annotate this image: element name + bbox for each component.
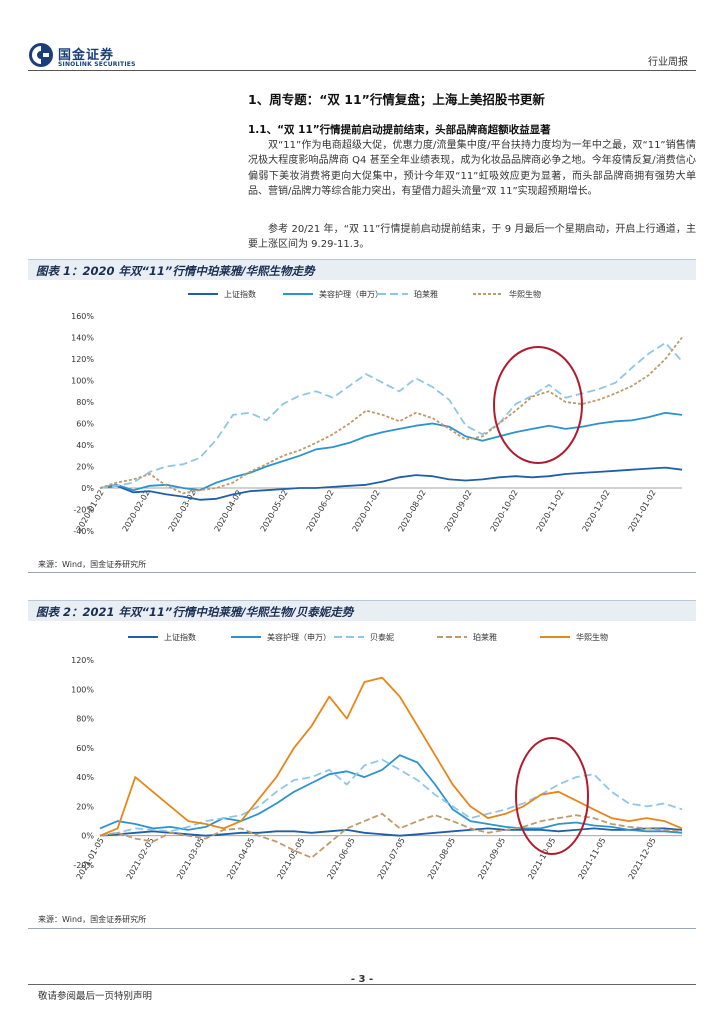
section-heading: 1、周专题：“双 11”行情复盘；上海上美招股书更新 (248, 92, 545, 107)
x-tick-label: 2020-09-02 (443, 489, 474, 534)
series-line-5 (99, 676, 683, 837)
series-line-2 (99, 754, 683, 834)
x-tick-label: 2021-02-05 (125, 836, 156, 881)
x-tick-label: 2021-12-05 (627, 836, 658, 881)
figure-2-divider (28, 928, 696, 929)
logo-icon (29, 43, 53, 67)
y-tick-label: -20% (73, 506, 94, 515)
figure-2-title-bar: 图表 2：2021 年双“11”行情中珀莱雅/华熙生物/贝泰妮走势 (28, 600, 696, 621)
highlight-circle (493, 346, 583, 464)
footer-note: 敬请参阅最后一页特别声明 (38, 991, 153, 1002)
figure-1-source: 来源：Wind，国金证券研究所 (38, 560, 147, 569)
series-line-4 (99, 336, 683, 495)
y-tick-label: -20% (73, 861, 94, 870)
figure-2-source: 来源：Wind，国金证券研究所 (38, 915, 147, 924)
subsection-heading: 1.1、“双 11”行情提前启动提前结束，头部品牌商超额收益显著 (248, 124, 551, 136)
report-type-label: 行业周报 (648, 57, 688, 68)
legend-label-3: 珀莱雅 (414, 289, 438, 299)
x-tick-label: 2020-02-02 (121, 489, 152, 534)
paragraph-1: 双“11”作为电商超级大促，优惠力度/流量集中度/平台扶持力度均为一年中之最，双… (248, 140, 696, 197)
x-tick-label: 2021-05-05 (275, 836, 306, 881)
x-tick-label: 2021-03-05 (175, 836, 206, 881)
figure-1-divider (28, 572, 696, 573)
x-tick-label: 2020-10-02 (489, 489, 520, 534)
series-line-3 (99, 758, 683, 837)
legend-label-2: 美容护理（申万） (319, 289, 383, 299)
y-tick-label: 0% (81, 484, 94, 493)
legend-label-2: 美容护理（申万） (267, 632, 331, 642)
figure-1-title-bar: 图表 1：2020 年双“11”行情中珀莱雅/华熙生物走势 (28, 259, 696, 280)
legend-label-1: 上证指数 (164, 632, 196, 642)
x-tick-label: 2021-04-05 (225, 836, 256, 881)
legend-label-4: 珀莱雅 (473, 632, 497, 642)
series-line-3 (99, 342, 683, 489)
highlight-circle (515, 737, 589, 855)
y-tick-label: 60% (76, 420, 94, 429)
x-tick-label: 2020-12-02 (581, 489, 612, 534)
x-tick-label: 2021-01-02 (627, 489, 658, 534)
y-tick-label: 140% (71, 334, 94, 343)
y-tick-label: 160% (71, 312, 94, 321)
y-tick-label: 80% (76, 398, 94, 407)
x-tick-label: 2021-08-05 (426, 836, 457, 881)
legend-label-3: 贝泰妮 (370, 632, 394, 642)
legend-label-1: 上证指数 (224, 289, 256, 299)
legend-label-5: 华熙生物 (576, 632, 608, 642)
logo-text-cn: 国金证券 (58, 48, 115, 63)
x-tick-label: 2020-06-02 (305, 489, 336, 534)
y-tick-label: 40% (76, 441, 94, 450)
x-tick-label: 2021-01-05 (75, 836, 106, 881)
y-tick-label: 120% (71, 355, 94, 364)
y-tick-label: 20% (76, 802, 94, 811)
x-tick-label: 2020-08-02 (397, 489, 428, 534)
x-tick-label: 2021-11-05 (577, 836, 608, 881)
paragraph-2: 参考 20/21 年，“双 11”行情提前启动提前结束，于 9 月最后一个星期启… (248, 224, 696, 251)
page-number: - 3 - (350, 974, 374, 985)
y-tick-label: 40% (76, 773, 94, 782)
x-tick-label: 2021-07-05 (376, 836, 407, 881)
figure-1-title: 图表 1：2020 年双“11”行情中珀莱雅/华熙生物走势 (36, 264, 315, 278)
series-line-2 (99, 411, 683, 492)
x-tick-label: 2021-09-05 (476, 836, 507, 881)
y-tick-label: -40% (73, 527, 94, 536)
x-tick-label: 2020-05-02 (259, 489, 290, 534)
logo-text-en: SINOLINK SECURITIES (58, 61, 136, 68)
figure-1-chart: 上证指数 美容护理（申万） 珀莱雅 华熙生物 160% 140% 120% 100% 80% 60… (71, 289, 683, 536)
series-line-1 (99, 466, 683, 501)
y-tick-label: 60% (76, 744, 94, 753)
y-tick-label: 120% (71, 656, 94, 665)
y-tick-label: 80% (76, 715, 94, 724)
legend-label-4: 华熙生物 (509, 289, 541, 299)
series-line-1 (99, 827, 683, 837)
figure-2-chart: 上证指数 美容护理（申万） 贝泰妮 珀莱雅 华熙生物 120% 100% 80% 60% 40% 2… (71, 632, 683, 881)
y-tick-label: 100% (71, 377, 94, 386)
footer-divider (28, 984, 696, 985)
y-tick-label: 0% (81, 832, 94, 841)
figure-2-title: 图表 2：2021 年双“11”行情中珀莱雅/华熙生物/贝泰妮走势 (36, 605, 354, 619)
x-tick-label: 2020-11-02 (535, 489, 566, 534)
y-tick-label: 20% (76, 463, 94, 472)
header-divider (28, 70, 696, 71)
x-tick-label: 2020-07-02 (351, 489, 382, 534)
y-tick-label: 100% (71, 685, 94, 694)
